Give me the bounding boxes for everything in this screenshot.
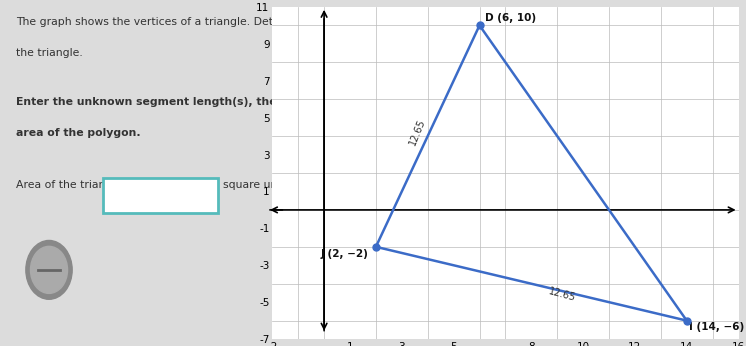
Text: J (2, −2): J (2, −2): [320, 249, 368, 259]
Text: The graph shows the vertices of a triangle. Determine the area of: The graph shows the vertices of a triang…: [16, 17, 374, 27]
Text: Area of the triangle:: Area of the triangle:: [16, 180, 126, 190]
Text: D (6, 10): D (6, 10): [485, 12, 536, 22]
Text: Enter the unknown segment length(s), then calculate the: Enter the unknown segment length(s), the…: [16, 97, 368, 107]
Text: I (14, −6): I (14, −6): [689, 322, 745, 333]
Text: area of the polygon.: area of the polygon.: [16, 128, 141, 138]
Text: 12.65: 12.65: [548, 286, 577, 303]
Circle shape: [26, 240, 72, 299]
Text: 12.65: 12.65: [407, 118, 427, 147]
Text: square units: square units: [223, 180, 290, 190]
FancyBboxPatch shape: [104, 178, 218, 213]
Text: the triangle.: the triangle.: [16, 48, 83, 58]
Circle shape: [31, 246, 68, 293]
